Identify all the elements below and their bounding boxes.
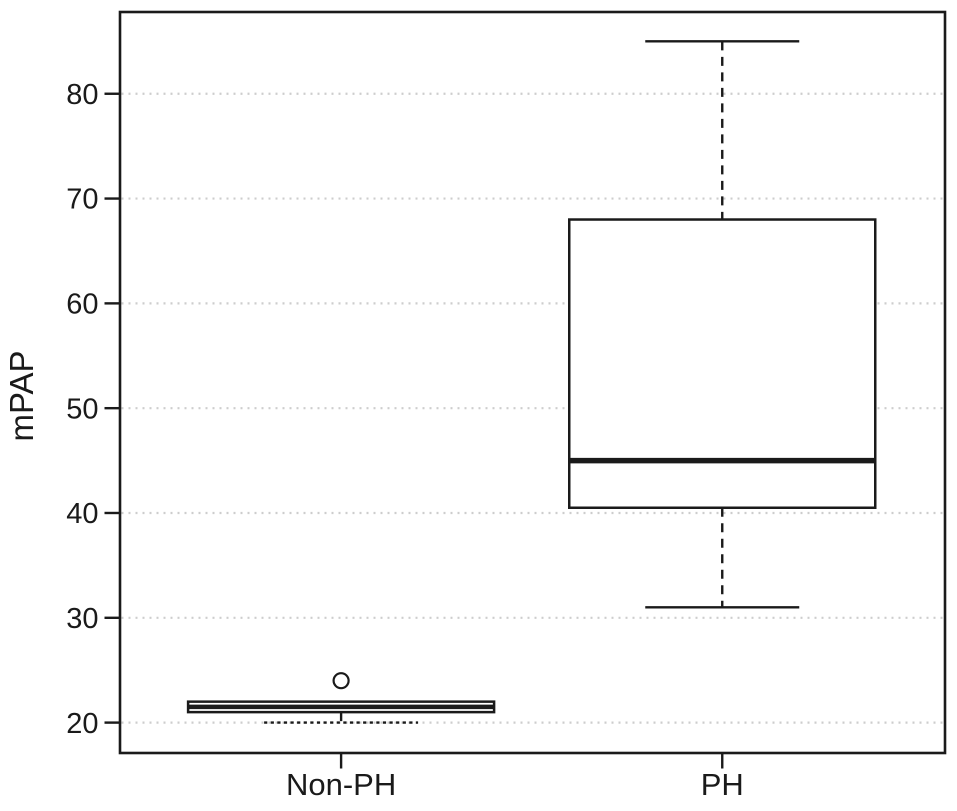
y-tick-label-70: 70 <box>66 184 98 216</box>
x-category-label-1: PH <box>701 767 744 802</box>
boxplot-ph <box>568 40 877 609</box>
y-tick-label-50: 50 <box>66 393 98 425</box>
y-tick-label-30: 30 <box>66 603 98 635</box>
y-tick-label-20: 20 <box>66 708 98 740</box>
y-tick-label-40: 40 <box>66 498 98 530</box>
y-tick-label-60: 60 <box>66 289 98 321</box>
x-category-label-0: Non-PH <box>286 767 396 802</box>
boxplot-non-ph <box>186 672 496 724</box>
box-layer <box>186 40 877 724</box>
plot-frame <box>118 10 947 755</box>
axes-frame <box>104 10 947 769</box>
outlier-point <box>332 672 350 690</box>
iqr-box <box>568 218 877 509</box>
y-axis-title: mPAP <box>3 350 40 441</box>
label-layer: 20 30 40 50 60 70 80 Non-PH PH <box>66 79 744 802</box>
y-tick-label-80: 80 <box>66 79 98 111</box>
